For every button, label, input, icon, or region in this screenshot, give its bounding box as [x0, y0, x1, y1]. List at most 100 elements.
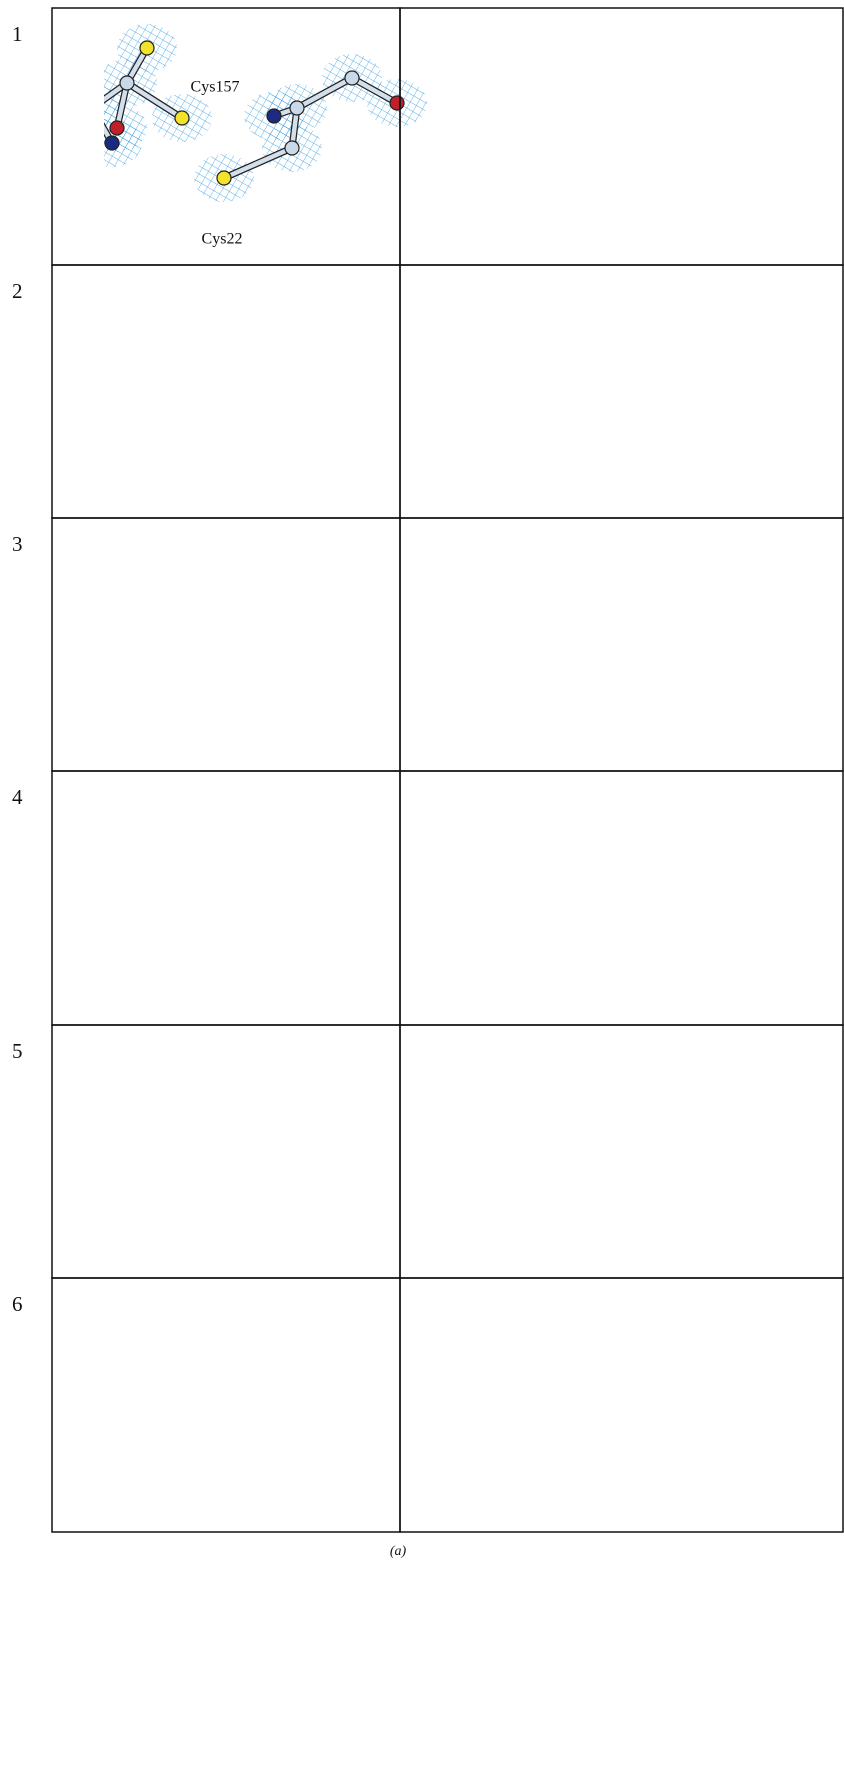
density-mesh — [470, 847, 530, 895]
density-mesh — [465, 1056, 525, 1104]
bond-outline — [440, 573, 550, 633]
bond — [470, 1105, 530, 1140]
density-mesh — [700, 366, 760, 414]
atom — [698, 939, 712, 953]
atom — [250, 691, 264, 705]
residue-label: Cys232 — [216, 588, 265, 605]
bond-outline — [257, 558, 392, 698]
atom — [267, 109, 281, 123]
atom — [638, 101, 652, 115]
density-mesh — [72, 942, 132, 990]
atom — [533, 809, 547, 823]
density-mesh — [440, 574, 500, 622]
density-mesh — [640, 639, 700, 687]
density-mesh — [390, 1106, 450, 1154]
bond-outline — [615, 826, 745, 956]
atom — [488, 1073, 502, 1087]
bond — [272, 370, 397, 465]
residue-label: Cys168 — [209, 1069, 258, 1086]
residue-label: Cys182 — [226, 1190, 275, 1207]
atom — [85, 101, 99, 115]
atom — [65, 323, 79, 337]
atom — [170, 328, 184, 342]
atom — [408, 1178, 422, 1192]
bond-outline — [267, 1338, 297, 1443]
figure: (a) 1Cys157Cys22Cys157Cys222Cys58Cys42Cy… — [0, 0, 844, 1786]
bond-outline — [572, 78, 745, 178]
residue-label: Cys58 — [110, 279, 151, 296]
density-mesh — [362, 534, 422, 582]
atom — [60, 1178, 74, 1192]
atom — [438, 1376, 452, 1390]
density-mesh — [67, 396, 127, 444]
atom — [578, 1173, 592, 1187]
density-mesh — [585, 802, 645, 850]
density-mesh — [172, 609, 232, 657]
atom — [503, 894, 517, 908]
density-mesh — [242, 441, 302, 489]
bond — [475, 83, 530, 118]
atom — [693, 71, 707, 85]
bond — [505, 901, 510, 916]
atom — [315, 1098, 329, 1112]
density-mesh — [357, 1021, 417, 1069]
density-mesh — [375, 927, 435, 975]
bond-outline — [465, 83, 475, 128]
atom — [285, 1396, 299, 1410]
density-mesh — [435, 341, 495, 389]
bond — [425, 598, 470, 678]
bond — [405, 1393, 550, 1458]
bond-outline — [297, 1293, 387, 1388]
bond-outline — [622, 108, 645, 116]
bond — [620, 370, 745, 465]
atom — [195, 626, 209, 640]
atom — [335, 1128, 349, 1142]
density-mesh — [660, 1111, 720, 1159]
density-mesh — [592, 92, 652, 140]
bond-outline — [670, 1105, 690, 1135]
atom — [140, 378, 154, 392]
bond — [297, 1293, 387, 1388]
density-mesh — [465, 361, 525, 409]
atom — [175, 111, 189, 125]
atom — [733, 551, 747, 565]
bond-outline — [470, 1105, 530, 1140]
atom — [115, 591, 129, 605]
panel: Cys191Cys220 — [405, 1269, 770, 1486]
panel: Cys168 Cys182 — [37, 1021, 417, 1209]
bond-outline — [445, 1383, 475, 1403]
density-mesh — [675, 922, 735, 970]
density-mesh — [542, 154, 602, 202]
density-mesh — [352, 366, 412, 414]
density-mesh — [490, 574, 550, 622]
bond-outline — [455, 1075, 470, 1105]
bond-outline — [415, 1130, 420, 1185]
bond — [645, 1293, 735, 1388]
atom — [90, 651, 104, 665]
density-mesh — [445, 1379, 505, 1427]
bond — [465, 83, 475, 128]
density-mesh — [585, 1419, 645, 1467]
bond — [410, 48, 495, 128]
residue-label: Cys42 — [312, 331, 353, 348]
atom — [310, 363, 324, 377]
atom — [195, 1421, 209, 1435]
atom — [698, 373, 712, 387]
atom — [290, 101, 304, 115]
bond — [695, 1388, 740, 1428]
bond — [277, 340, 307, 395]
density-mesh — [395, 654, 455, 702]
density-mesh — [32, 104, 92, 152]
atom — [608, 1436, 622, 1450]
atom — [438, 651, 452, 665]
atom — [55, 121, 69, 135]
density-mesh — [307, 564, 367, 612]
panel: Cys201Cys136 — [375, 792, 775, 990]
atom — [658, 844, 672, 858]
atom — [300, 388, 314, 402]
atom — [175, 1133, 189, 1147]
density-mesh — [162, 792, 222, 840]
bond — [322, 578, 337, 588]
bond — [615, 1338, 645, 1443]
